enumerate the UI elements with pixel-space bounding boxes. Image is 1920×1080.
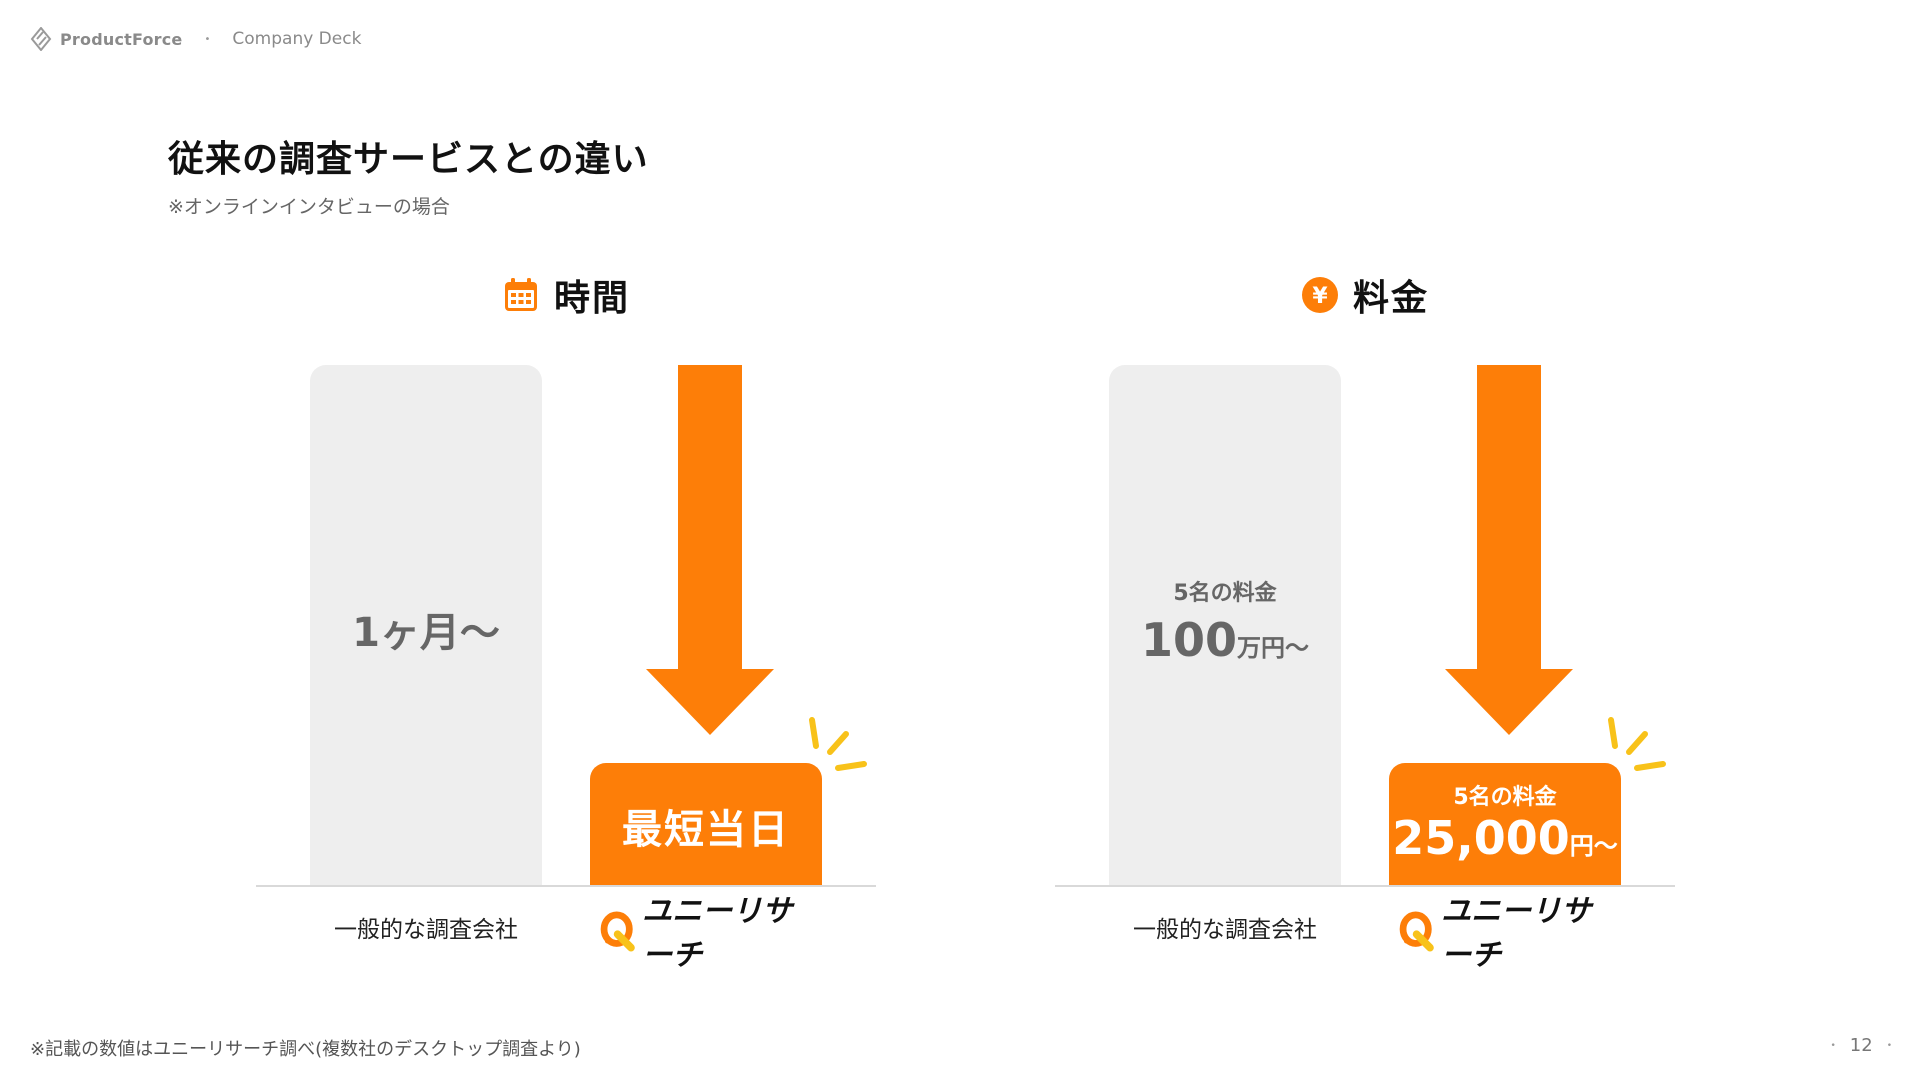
price-panel-header: ¥ 料金 xyxy=(1055,270,1675,320)
unii-time-value: 最短当日 xyxy=(622,807,790,853)
general-company-time-value: 1ヶ月〜 xyxy=(352,610,500,656)
calendar-icon xyxy=(504,278,537,311)
general-company-price-caption: 5名の料金 xyxy=(1173,581,1277,606)
down-arrow-icon xyxy=(646,365,774,735)
unii-q-logo-icon xyxy=(600,911,635,952)
unii-research-logo: ユニーリサーチ xyxy=(599,894,819,973)
unii-research-logo-text: ユニーリサーチ xyxy=(642,894,793,973)
unii-price-number: 25,000 xyxy=(1392,811,1570,865)
footnote: ※記載の数値はユニーリサーチ調べ(複数社のデスクトップ調査より) xyxy=(30,1039,581,1060)
unii-time-bar: 最短当日 xyxy=(590,763,822,885)
header-bar: ProductForce • Company Deck xyxy=(30,26,361,52)
general-company-label: 一般的な調査会社 xyxy=(334,917,518,943)
price-comparison-panel: ¥ 料金 5名の料金 100万円〜 5名の料金 25,000円〜 一般的な調査会… xyxy=(1055,270,1675,973)
sparkle-icon xyxy=(1608,717,1666,771)
yen-icon: ¥ xyxy=(1301,277,1338,313)
page-indicator: • 12 • xyxy=(1830,1035,1892,1056)
page-number: 12 xyxy=(1849,1035,1873,1056)
general-company-time-bar: 1ヶ月〜 xyxy=(310,365,542,885)
svg-text:¥: ¥ xyxy=(1312,284,1328,309)
unii-price-value: 25,000円〜 xyxy=(1389,811,1621,865)
unii-price-caption: 5名の料金 xyxy=(1453,785,1557,810)
page-title: 従来の調査サービスとの違い xyxy=(168,139,649,180)
baseline-divider xyxy=(1055,885,1675,887)
down-arrow-icon xyxy=(1445,365,1573,735)
unii-price-bar: 5名の料金 25,000円〜 xyxy=(1389,763,1621,885)
productforce-logo-icon xyxy=(30,27,52,51)
time-panel-title: 時間 xyxy=(553,278,630,319)
unii-research-logo: ユニーリサーチ xyxy=(1398,894,1618,973)
time-comparison-panel: 時間 1ヶ月〜 最短当日 一般的な調査会社 ユニーリサーチ xyxy=(256,270,876,973)
general-company-price-value: 100万円〜 xyxy=(1109,613,1341,667)
page-subtitle: ※オンラインインタビューの場合 xyxy=(168,196,450,218)
unii-research-logo-text: ユニーリサーチ xyxy=(1441,894,1592,973)
time-panel-header: 時間 xyxy=(256,270,876,320)
price-panel-title: 料金 xyxy=(1352,278,1429,319)
breadcrumb-separator: • xyxy=(204,33,211,45)
unii-q-logo-icon xyxy=(1399,911,1434,952)
brand-name: ProductForce xyxy=(60,29,183,49)
page-dot-left: • xyxy=(1830,1040,1836,1051)
baseline-divider xyxy=(256,885,876,887)
general-company-price-bar: 5名の料金 100万円〜 xyxy=(1109,365,1341,885)
unii-price-unit: 円〜 xyxy=(1569,832,1618,860)
general-company-price-unit: 万円〜 xyxy=(1237,634,1310,662)
general-company-price-number: 100 xyxy=(1140,613,1238,667)
general-company-label: 一般的な調査会社 xyxy=(1133,917,1317,943)
page-dot-right: • xyxy=(1886,1040,1892,1051)
breadcrumb: Company Deck xyxy=(232,29,362,49)
sparkle-icon xyxy=(809,717,867,771)
